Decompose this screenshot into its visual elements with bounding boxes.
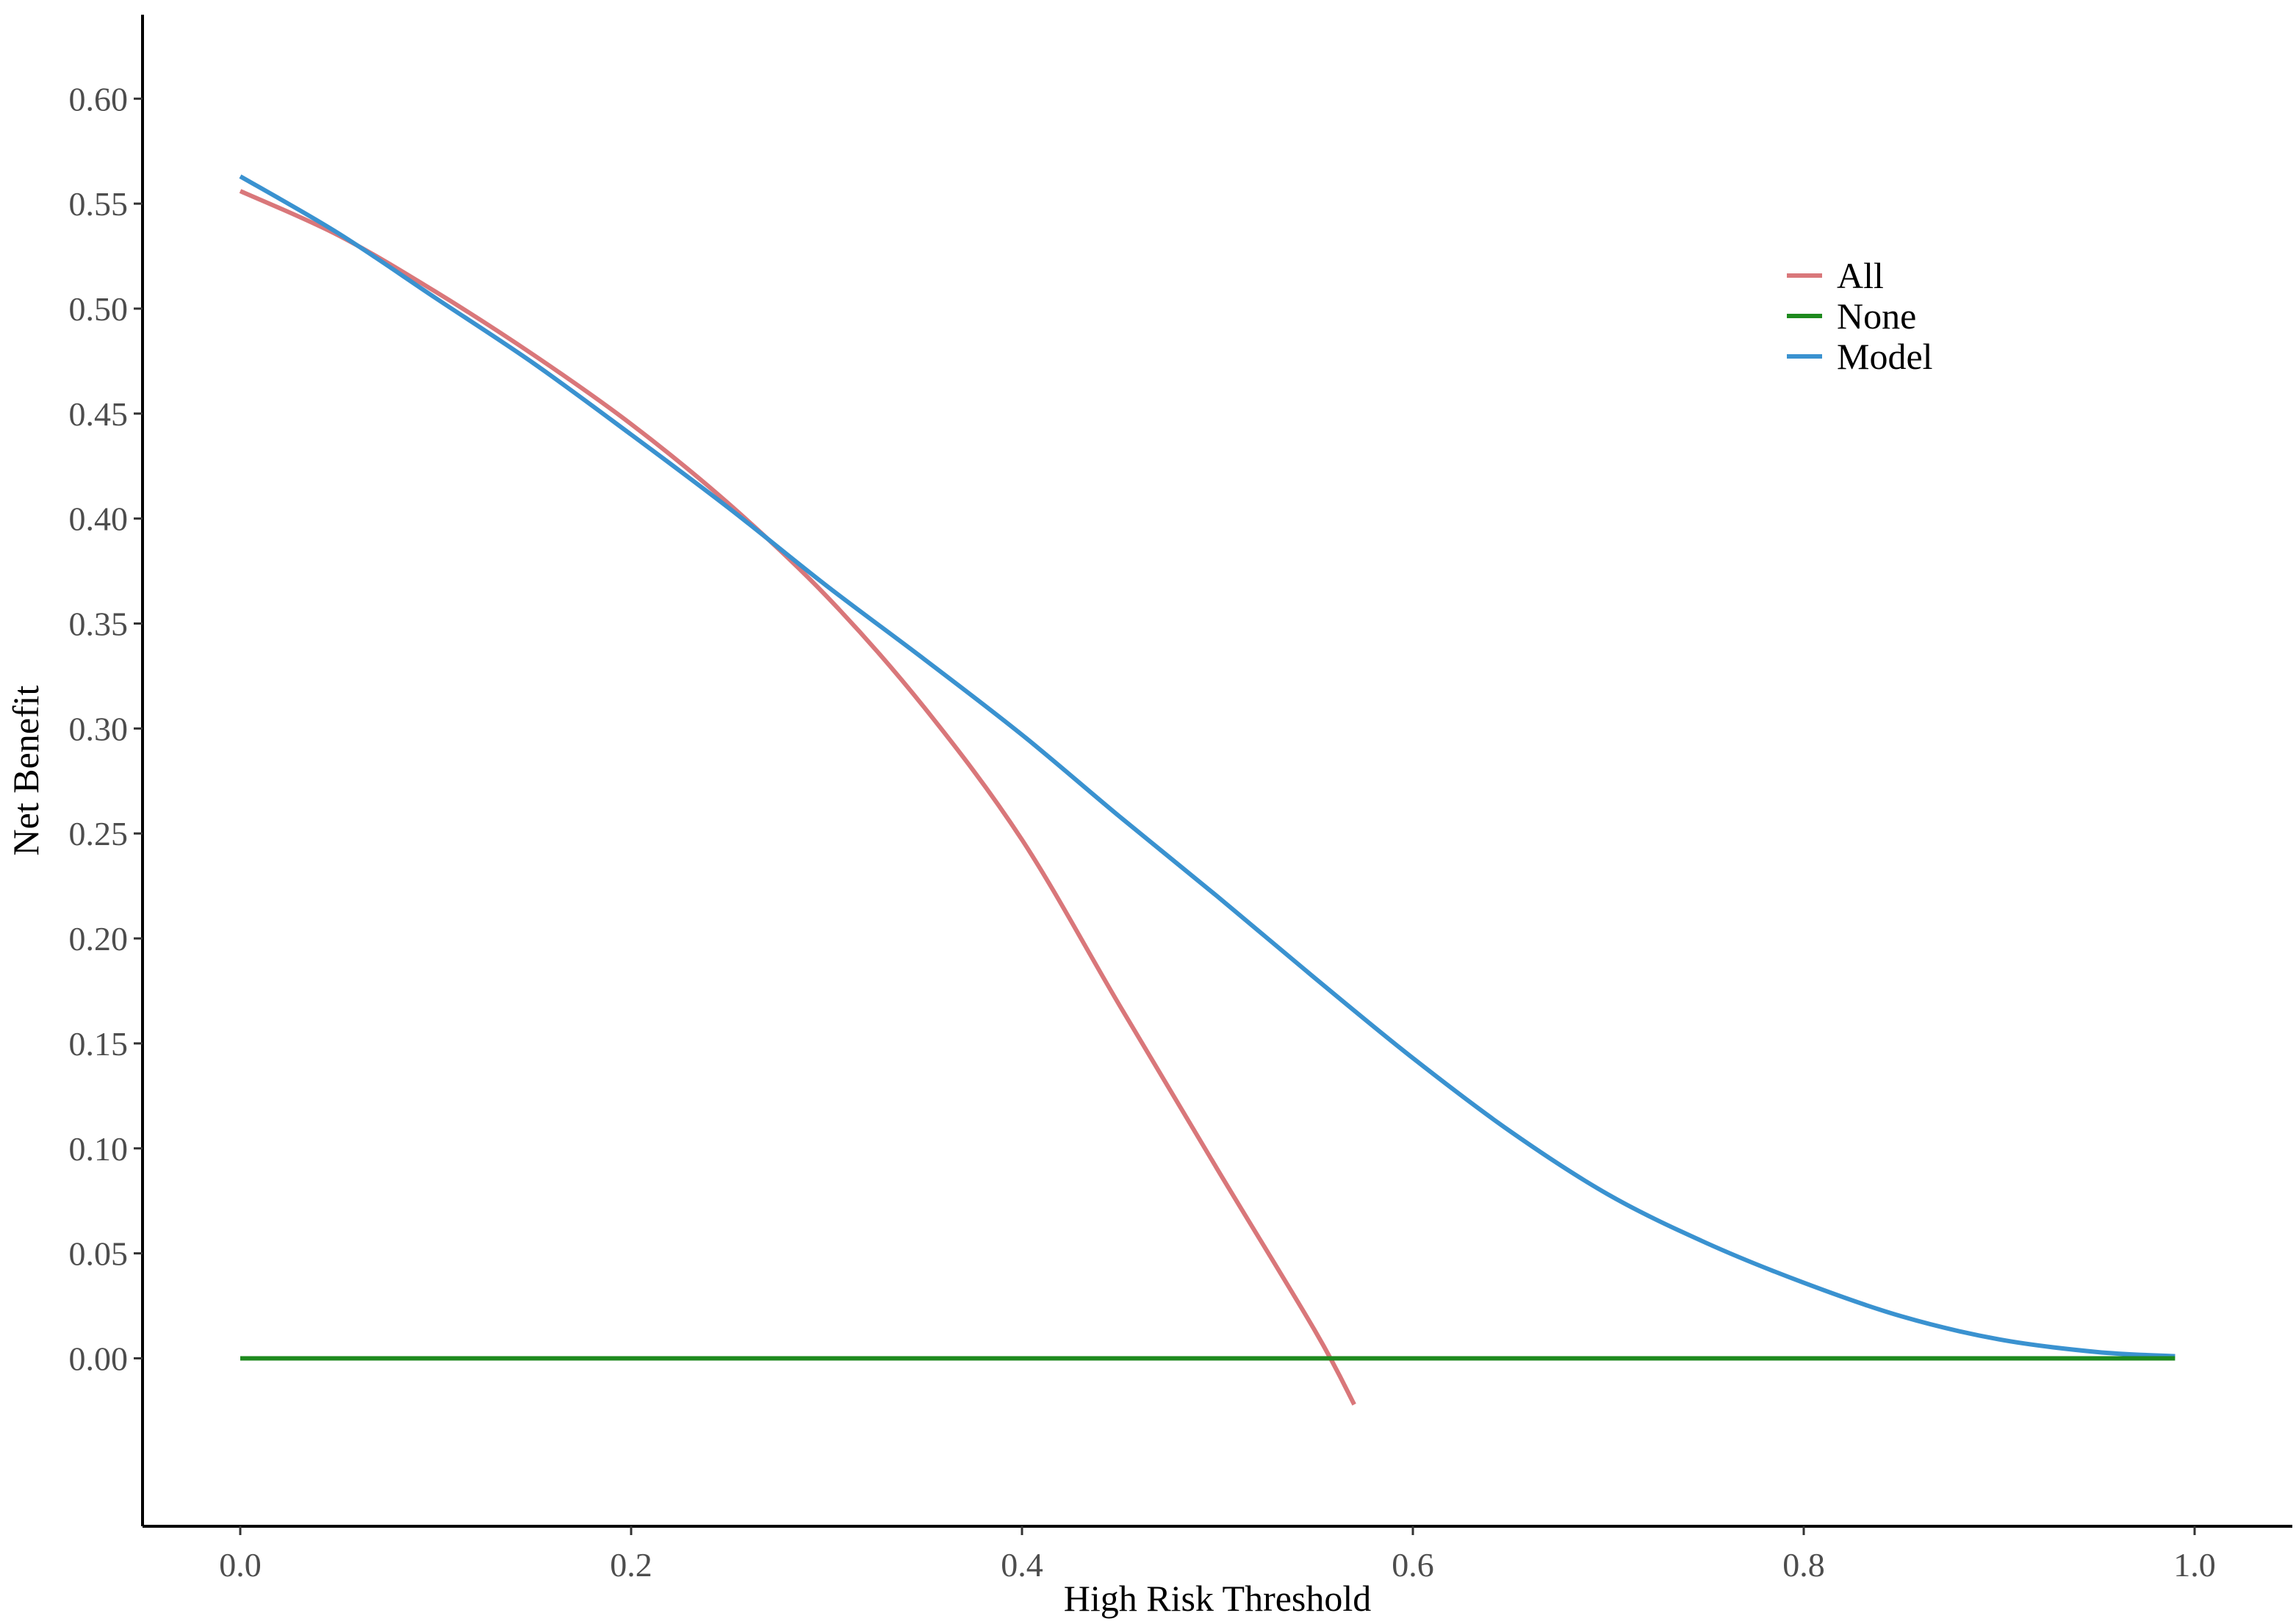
x-tick-label: 0.4 xyxy=(1001,1546,1043,1584)
y-tick-label: 0.35 xyxy=(69,606,129,643)
series-lines xyxy=(239,174,2176,1406)
y-tick-label: 0.05 xyxy=(69,1235,129,1273)
y-tick-label: 0.45 xyxy=(69,395,129,433)
y-axis-ticks: 0.00 0.05 0.10 0.15 0.20 0.25 0.30 0.35 0.40 0.45… xyxy=(69,80,143,1377)
y-tick-label: 0.55 xyxy=(69,185,129,223)
legend-label-none: None xyxy=(1837,295,1916,337)
y-tick-label: 0.00 xyxy=(69,1340,129,1377)
axes: 0.00 0.05 0.10 0.15 0.20 0.25 0.30 0.35 0.40 0.45… xyxy=(69,15,2292,1584)
x-tick-label: 0.8 xyxy=(1782,1546,1825,1584)
x-axis-title: High Risk Threshold xyxy=(1064,1578,1372,1619)
legend-label-model: Model xyxy=(1837,336,1933,377)
y-tick-label: 0.60 xyxy=(69,80,129,118)
y-tick-label: 0.15 xyxy=(69,1025,129,1063)
x-tick-label: 0.0 xyxy=(219,1546,262,1584)
y-tick-label: 0.10 xyxy=(69,1130,129,1168)
x-tick-label: 0.6 xyxy=(1392,1546,1434,1584)
y-tick-label: 0.50 xyxy=(69,290,129,328)
x-axis-ticks: 0.0 0.2 0.4 0.6 0.8 1.0 xyxy=(219,1526,2216,1584)
y-tick-label: 0.25 xyxy=(69,815,129,852)
series-line-model xyxy=(239,174,2176,1359)
legend-label-all: All xyxy=(1837,255,1884,296)
y-axis-title: Net Benefit xyxy=(5,685,46,855)
y-tick-label: 0.30 xyxy=(69,710,129,747)
x-tick-label: 0.2 xyxy=(610,1546,652,1584)
x-tick-label: 1.0 xyxy=(2173,1546,2216,1584)
y-tick-label: 0.20 xyxy=(69,920,129,957)
series-line-all xyxy=(239,189,1356,1406)
y-tick-label: 0.40 xyxy=(69,500,129,538)
